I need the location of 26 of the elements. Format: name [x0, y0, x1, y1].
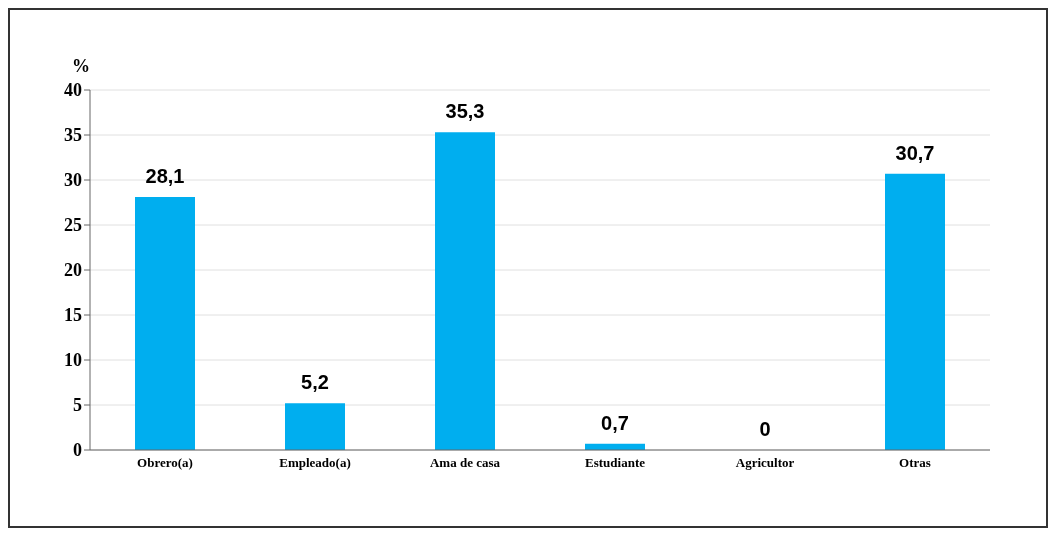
- y-tick-label: 35: [64, 125, 82, 146]
- y-tick-label: 0: [73, 440, 82, 461]
- x-tick-label: Otras: [899, 455, 931, 471]
- bar: [435, 132, 495, 450]
- x-tick-label: Estudiante: [585, 455, 646, 471]
- x-tick-label: Empleado(a): [279, 455, 351, 471]
- y-tick-label: 30: [64, 170, 82, 191]
- x-tick-label: Obrero(a): [137, 455, 193, 471]
- x-tick-label: Ama de casa: [429, 455, 501, 471]
- y-tick-label: 15: [64, 305, 82, 326]
- y-tick-label: 10: [64, 350, 82, 371]
- data-label: 0,7: [601, 411, 629, 434]
- data-label: 0: [759, 418, 771, 440]
- bar: [885, 173, 945, 450]
- y-axis-title: %: [72, 56, 90, 77]
- bar: [285, 403, 345, 450]
- data-label: 30,7: [895, 141, 935, 164]
- data-label: 28,1: [145, 165, 185, 188]
- y-tick-label: 40: [64, 80, 82, 101]
- data-label: 5,2: [301, 371, 329, 394]
- y-tick-label: 20: [64, 260, 82, 281]
- data-label: 35,3: [445, 100, 485, 123]
- bar: [135, 197, 195, 450]
- x-tick-label: Agricultor: [735, 455, 795, 471]
- y-tick-label: 5: [73, 395, 82, 416]
- y-tick-label: 25: [64, 215, 82, 236]
